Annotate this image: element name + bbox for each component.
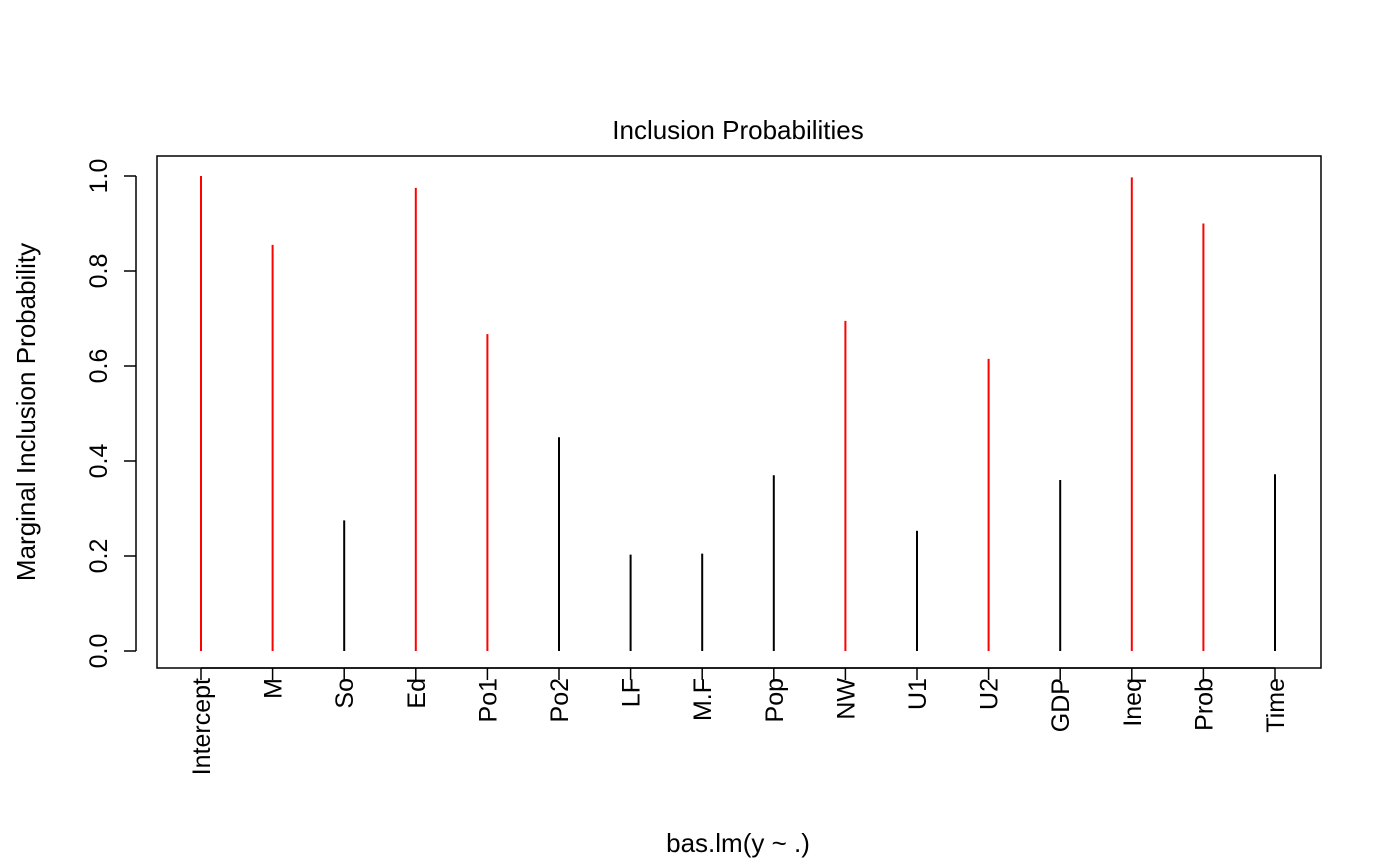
y-tick-label: 0.6 xyxy=(85,349,113,384)
x-axis: Intercept M So Ed Po1 Po2 LF M.F Pop NW U1 U2 GDP Ine… xyxy=(188,667,1290,775)
x-tick-label: U1 xyxy=(904,678,932,710)
x-tick-label: Intercept xyxy=(188,678,216,775)
x-tick-label: Ineq xyxy=(1119,678,1147,727)
x-tick-label: Po2 xyxy=(546,678,574,722)
x-axis-label: bas.lm(y ~ .) xyxy=(666,828,810,858)
x-tick-label: Pop xyxy=(761,678,789,722)
x-tick-label: LF xyxy=(618,678,646,707)
x-tick-label: Prob xyxy=(1190,678,1218,731)
chart-title: Inclusion Probabilities xyxy=(612,115,863,145)
y-tick-label: 1.0 xyxy=(85,159,113,194)
y-axis-label: Marginal Inclusion Probability xyxy=(11,243,41,581)
y-tick-label: 0.0 xyxy=(85,634,113,669)
y-tick-label: 0.2 xyxy=(85,539,113,574)
x-tick-label: Ed xyxy=(403,678,431,709)
x-tick-label: M.F xyxy=(689,678,717,721)
plot-frame xyxy=(156,155,1322,669)
x-tick-label: U2 xyxy=(976,678,1004,710)
y-tick-label: 0.8 xyxy=(85,254,113,289)
y-tick-label: 0.4 xyxy=(85,444,113,479)
x-tick-label: NW xyxy=(832,678,860,720)
x-tick-label: Time xyxy=(1262,678,1290,733)
x-tick-label: So xyxy=(331,678,359,709)
x-tick-label: M xyxy=(260,678,288,699)
y-axis: 0.0 0.2 0.4 0.6 0.8 1.0 xyxy=(85,159,137,669)
x-tick-label: GDP xyxy=(1047,678,1075,732)
x-tick-label: Po1 xyxy=(474,678,502,722)
bars-group xyxy=(200,176,1276,651)
